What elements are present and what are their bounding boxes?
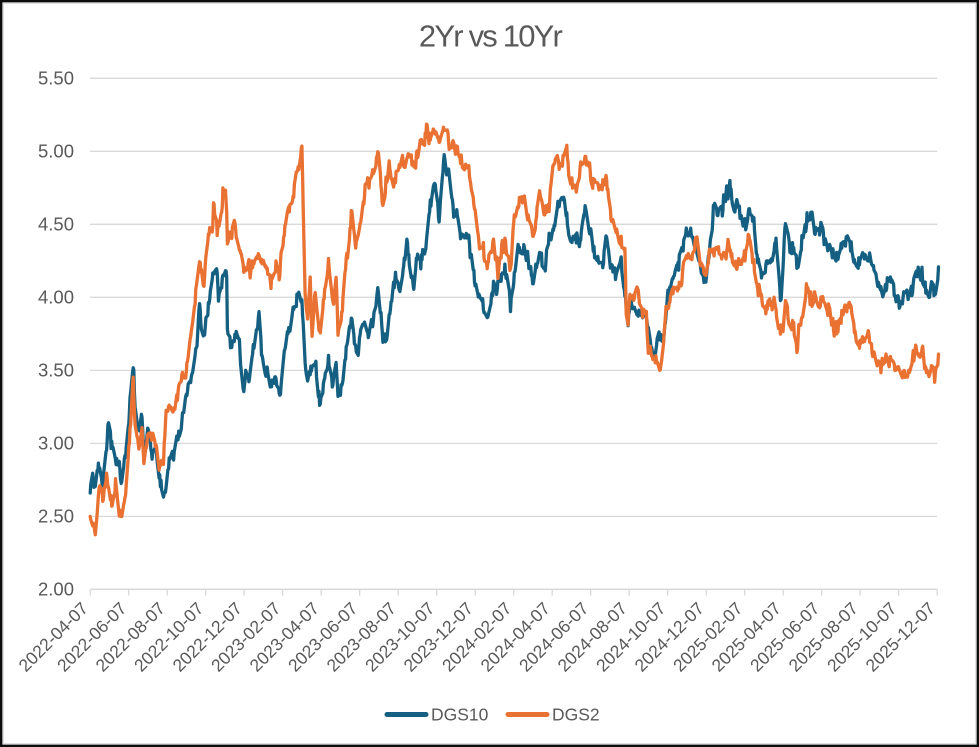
svg-text:4.50: 4.50 bbox=[38, 214, 74, 235]
svg-text:4.00: 4.00 bbox=[38, 287, 74, 308]
svg-text:DGS2: DGS2 bbox=[552, 705, 600, 725]
svg-text:DGS10: DGS10 bbox=[431, 705, 489, 725]
svg-text:5.00: 5.00 bbox=[38, 141, 74, 162]
svg-text:3.00: 3.00 bbox=[38, 433, 74, 454]
svg-text:2.50: 2.50 bbox=[38, 506, 74, 527]
svg-text:2.00: 2.00 bbox=[38, 579, 74, 600]
svg-text:2Yr vs 10Yr: 2Yr vs 10Yr bbox=[419, 19, 563, 54]
svg-text:5.50: 5.50 bbox=[38, 68, 74, 89]
svg-text:3.50: 3.50 bbox=[38, 360, 74, 381]
